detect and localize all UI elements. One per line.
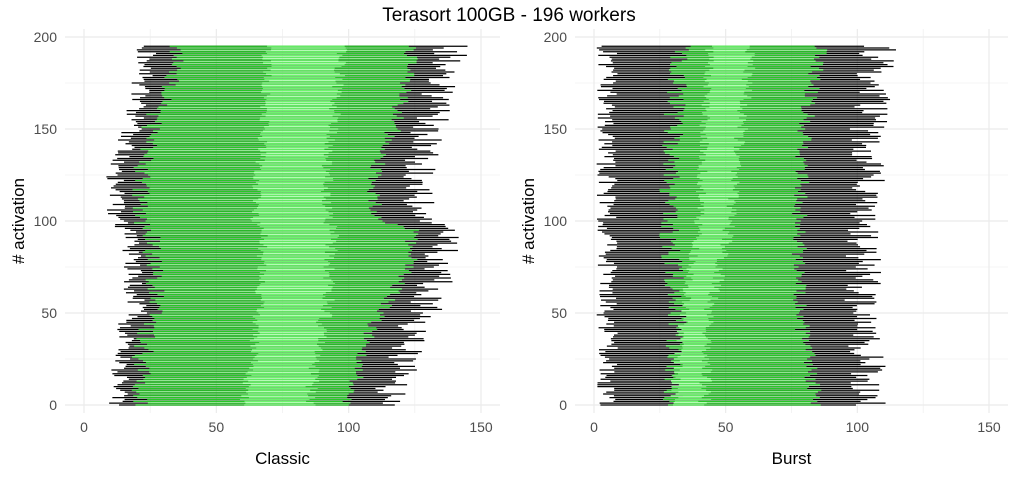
y-tick-label: 0 bbox=[49, 397, 57, 413]
y-tick-label: 100 bbox=[34, 213, 58, 229]
y-axis-title: # activation bbox=[9, 178, 28, 264]
x-tick-label: 150 bbox=[977, 419, 1001, 435]
y-tick-label: 100 bbox=[544, 213, 568, 229]
activation-bars bbox=[106, 45, 468, 406]
y-axis-title: # activation bbox=[519, 178, 538, 264]
y-tick-label: 150 bbox=[544, 121, 568, 137]
x-axis-title: Classic bbox=[255, 449, 310, 468]
y-tick-label: 0 bbox=[559, 397, 567, 413]
y-tick-label: 200 bbox=[544, 29, 568, 45]
x-tick-label: 100 bbox=[846, 419, 870, 435]
x-tick-label: 0 bbox=[80, 419, 88, 435]
y-tick-label: 200 bbox=[34, 29, 58, 45]
panel-classic: 0 50 100 150 0 50 100 150 200 Classic # activation bbox=[9, 29, 500, 468]
x-tick-label: 100 bbox=[337, 419, 361, 435]
y-tick-label: 150 bbox=[34, 121, 58, 137]
activation-bars bbox=[596, 45, 896, 406]
panel-burst: 0 50 100 150 0 50 100 150 200 Burst # activation bbox=[519, 29, 1008, 468]
y-tick-label: 50 bbox=[551, 305, 567, 321]
y-tick-label: 50 bbox=[41, 305, 57, 321]
x-tick-label: 0 bbox=[590, 419, 598, 435]
x-tick-label: 150 bbox=[469, 419, 493, 435]
chart-title: Terasort 100GB - 196 workers bbox=[382, 5, 635, 26]
x-axis-title: Burst bbox=[772, 449, 812, 468]
x-tick-label: 50 bbox=[718, 419, 734, 435]
x-tick-label: 50 bbox=[209, 419, 225, 435]
